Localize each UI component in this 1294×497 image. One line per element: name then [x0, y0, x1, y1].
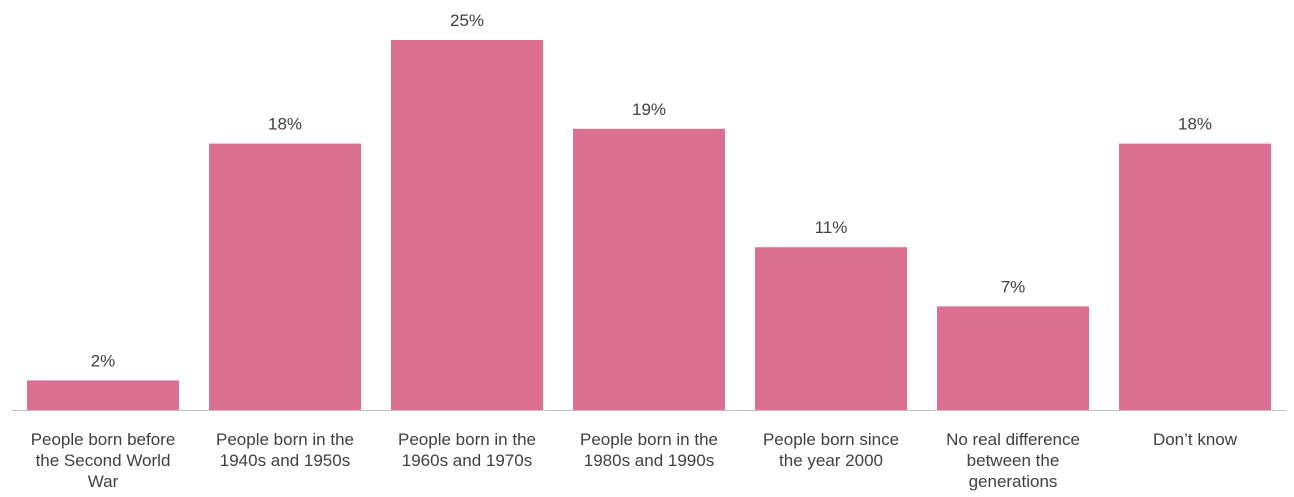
category-label-5: No real difference between the generations [946, 430, 1080, 491]
bars-group [27, 40, 1271, 411]
category-label-line: between the [967, 451, 1060, 470]
category-label-line: People born in the [398, 430, 536, 449]
category-label-line: 1980s and 1990s [584, 451, 714, 470]
category-label-line: the Second World [36, 451, 171, 470]
category-label-2: People born in the 1960s and 1970s [398, 430, 536, 470]
value-label-3: 19% [632, 100, 666, 119]
bar-5 [937, 306, 1089, 410]
category-label-line: Don’t know [1153, 430, 1238, 449]
bar-6 [1119, 143, 1271, 410]
category-label-line: No real difference [946, 430, 1080, 449]
category-label-line: the year 2000 [779, 451, 883, 470]
bar-2 [391, 40, 543, 410]
value-label-2: 25% [450, 11, 484, 30]
value-label-5: 7% [1001, 277, 1026, 296]
bar-4 [755, 247, 907, 410]
bar-1 [209, 143, 361, 410]
category-label-line: People born since [763, 430, 899, 449]
value-labels-group: 2% 18% 25% 19% 11% 7% 18% [91, 11, 1212, 370]
value-label-6: 18% [1178, 115, 1212, 134]
value-label-0: 2% [91, 351, 116, 370]
value-label-1: 18% [268, 115, 302, 134]
category-label-line: War [88, 472, 119, 491]
bar-0 [27, 380, 179, 410]
category-label-6: Don’t know [1153, 430, 1238, 449]
category-label-4: People born since the year 2000 [763, 430, 899, 470]
category-label-3: People born in the 1980s and 1990s [580, 430, 718, 470]
category-label-line: generations [969, 472, 1058, 491]
category-label-0: People born before the Second World War [31, 430, 176, 491]
category-labels-group: People born before the Second World WarPeo… [31, 430, 1238, 491]
category-label-line: People born in the [580, 430, 718, 449]
bar-3 [573, 128, 725, 411]
category-label-line: People born before [31, 430, 176, 449]
category-label-line: 1940s and 1950s [220, 451, 350, 470]
category-label-1: People born in the 1940s and 1950s [216, 430, 354, 470]
category-label-line: People born in the [216, 430, 354, 449]
category-label-line: 1960s and 1970s [402, 451, 532, 470]
value-label-4: 11% [815, 218, 848, 237]
